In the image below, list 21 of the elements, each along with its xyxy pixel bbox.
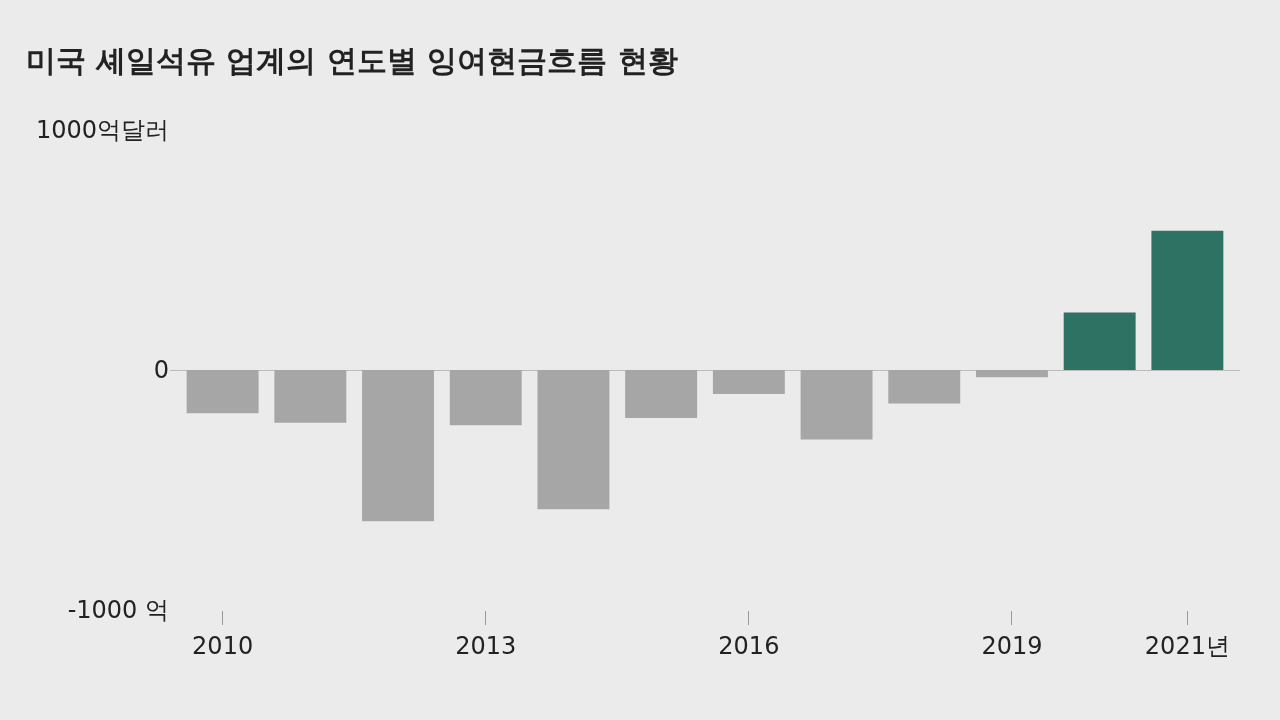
chart-title: 미국 셰일석유 업계의 연도별 잉여현금흐름 현황 xyxy=(25,43,678,79)
bar xyxy=(362,370,434,522)
bar xyxy=(1063,312,1136,370)
bar xyxy=(625,370,698,418)
x-tick-label: 2019 xyxy=(981,631,1043,660)
bar xyxy=(800,370,873,440)
x-tick-label: 2013 xyxy=(455,631,517,660)
bar xyxy=(1151,230,1224,370)
y-tick-label: 1000억달러 xyxy=(35,116,169,145)
bar xyxy=(449,370,522,426)
x-tick-label: 2016 xyxy=(718,631,780,660)
x-tick-label: 2021년 xyxy=(1144,631,1230,660)
bar xyxy=(976,370,1048,378)
y-tick-label: -1000 억 xyxy=(67,596,169,625)
bar xyxy=(274,370,347,423)
x-tick-label: 2010 xyxy=(192,631,254,660)
bar xyxy=(537,370,610,510)
bar xyxy=(186,370,259,414)
bar xyxy=(712,370,785,394)
bar xyxy=(888,370,961,404)
y-tick-label: 0 xyxy=(153,356,169,385)
